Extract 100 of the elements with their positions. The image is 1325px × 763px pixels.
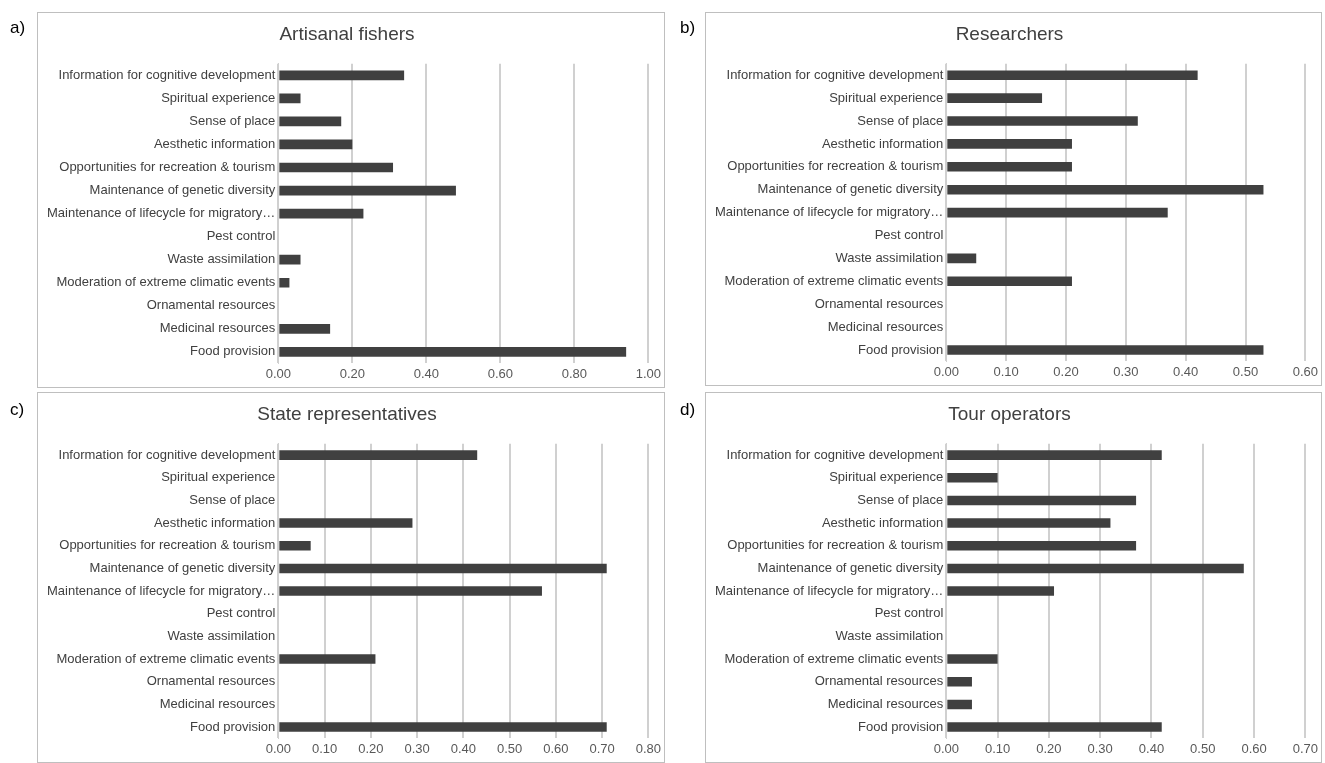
bar [947,184,1264,195]
y-tick-label: Opportunities for recreation & tourism [59,537,276,553]
bar [279,323,331,334]
x-tick-label: 0.30 [1087,740,1113,756]
bar [279,518,413,528]
y-tick-label: Spiritual experience [161,469,276,485]
y-tick-label: Maintenance of lifecycle for migratory… [47,205,276,221]
x-tick-label: 0.70 [1292,740,1319,756]
y-tick-label: Sense of place [189,492,276,508]
y-tick-label: Maintenance of lifecycle for migratory… [715,582,944,598]
y-tick-label: Medicinal resources [159,320,276,336]
x-tick-label: 0.00 [933,740,959,756]
x-tick-label: 0.20 [1036,740,1062,756]
bar [947,93,1043,103]
y-tick-label: Pest control [206,228,276,244]
text: a) [10,18,26,38]
x-tick-label: 0.30 [404,740,430,756]
bar [947,207,1168,218]
bar [279,70,405,81]
x-tick-label: 0.60 [1292,363,1319,379]
x-tick-label: 0.70 [589,740,615,756]
y-tick-label: Sense of place [857,492,944,508]
y-tick-label: Maintenance of genetic diversity [89,560,276,576]
y-tick-label: Spiritual experience [161,89,276,105]
x-tick-label: 0.10 [984,740,1011,756]
x-tick-label: 0.20 [358,740,384,756]
x-tick-label: 0.50 [1232,363,1259,379]
y-tick-label: Aesthetic information [821,514,944,530]
bar [279,277,290,288]
bar [947,699,972,710]
y-tick-label: Opportunities for recreation & tourism [727,537,944,553]
x-tick-label: 0.00 [265,740,291,756]
chart-title: State representatives [257,402,437,424]
y-tick-label: Aesthetic information [821,135,944,151]
bar [279,116,342,127]
y-tick-label: Pest control [206,605,276,621]
x-tick-label: 0.20 [1053,363,1079,379]
y-tick-label: Maintenance of lifecycle for migratory… [715,204,944,220]
bar [279,347,627,357]
y-tick-label: Moderation of extreme climatic events [724,272,944,288]
y-tick-label: Medicinal resources [827,318,944,334]
bar [279,162,394,173]
x-tick-label: 0.00 [265,365,291,381]
y-tick-label: Waste assimilation [835,249,944,265]
bar [947,654,998,664]
x-tick-label: 0.60 [487,365,513,381]
y-tick-label: Food provision [190,718,276,734]
x-tick-label: 0.40 [413,365,439,381]
bar [279,722,607,732]
y-tick-label: Aesthetic information [153,514,276,530]
x-tick-label: 0.40 [1138,740,1165,756]
x-tick-label: 0.00 [933,363,959,379]
y-tick-label: Waste assimilation [835,628,944,643]
y-tick-label: Medicinal resources [159,695,276,711]
bar [279,586,542,596]
text: c) [10,400,25,420]
y-tick-label: Pest control [874,227,944,243]
x-tick-label: 0.60 [543,740,569,756]
bar [947,345,1264,355]
x-tick-label: 0.80 [561,365,587,381]
bar [279,93,301,104]
y-tick-label: Maintenance of lifecycle for migratory… [47,582,276,598]
bar [947,495,1137,506]
bar [279,450,478,460]
chart-title: Artisanal fishers [279,22,415,44]
y-tick-label: Waste assimilation [167,628,276,643]
y-tick-label: Moderation of extreme climatic events [724,650,944,666]
y-tick-label: Opportunities for recreation & tourism [59,159,276,175]
y-tick-label: Maintenance of genetic diversity [757,181,944,197]
y-tick-label: Aesthetic information [153,136,276,152]
bar [947,541,1137,551]
x-tick-label: 0.10 [993,363,1019,379]
bar [947,722,1162,732]
bar [947,162,1072,172]
y-tick-label: Sense of place [189,112,276,128]
y-tick-label: Ornamental resources [146,673,276,689]
bar [279,563,607,574]
bar [947,139,1072,149]
x-tick-label: 0.40 [450,740,476,756]
y-tick-label: Information for cognitive development [58,446,276,462]
bar [947,676,972,687]
y-tick-label: Food provision [858,718,944,734]
bar [279,541,311,551]
y-tick-label: Pest control [874,605,944,621]
x-tick-label: 0.60 [1241,740,1267,756]
x-tick-label: 0.40 [1173,363,1199,379]
x-tick-label: 0.30 [1113,363,1139,379]
chart-title: Researchers [955,22,1064,44]
y-tick-label: Information for cognitive development [726,446,944,462]
bar [947,116,1138,126]
y-tick-label: Medicinal resources [827,695,944,711]
y-tick-label: Information for cognitive development [726,66,944,82]
y-tick-label: Opportunities for recreation & tourism [727,158,944,174]
x-tick-label: 0.50 [496,740,523,756]
bar [279,254,301,265]
y-tick-label: Food provision [190,343,276,359]
bar [947,450,1162,460]
y-tick-label: Spiritual experience [829,469,944,485]
bar [947,563,1244,574]
bar [947,253,977,264]
